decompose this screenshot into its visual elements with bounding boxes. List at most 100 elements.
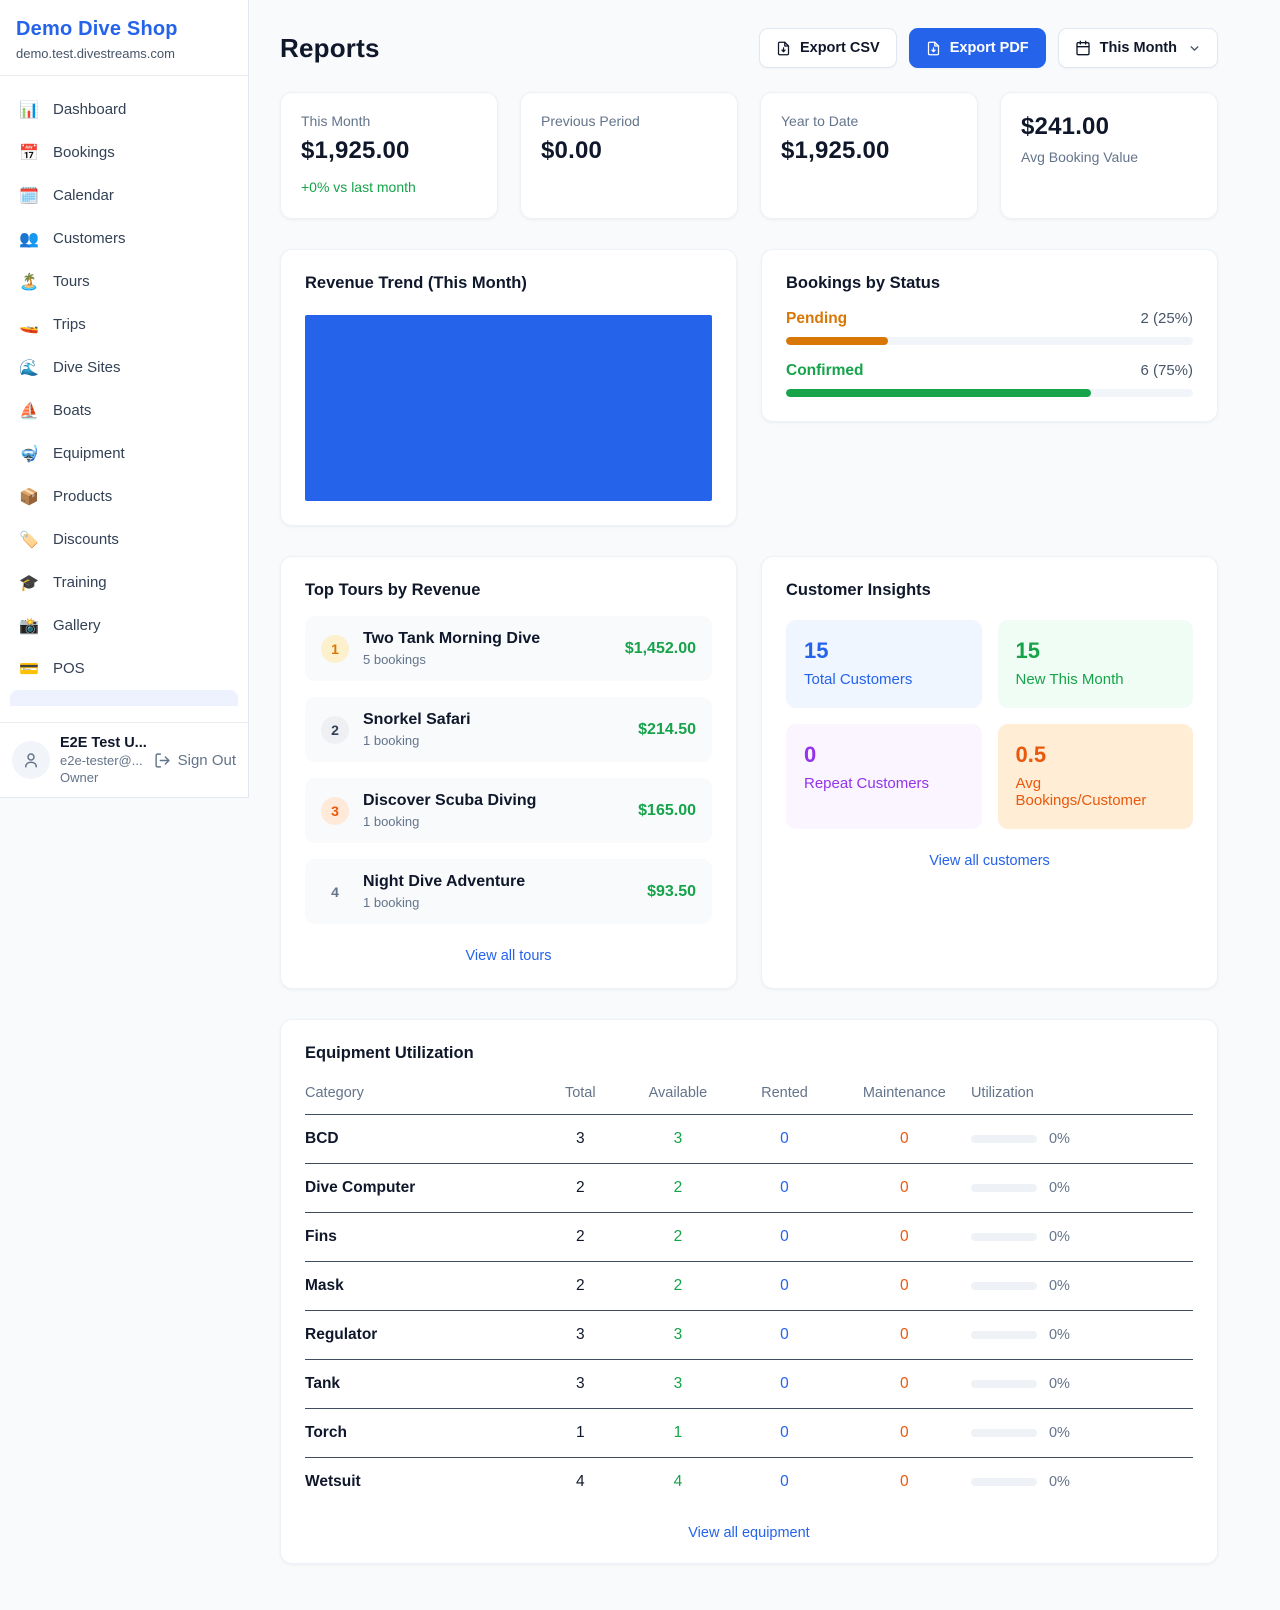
period-select[interactable]: This Month xyxy=(1057,28,1218,68)
cell-total: 3 xyxy=(535,1114,625,1164)
sidebar-item-trips[interactable]: 🚤 Trips xyxy=(8,303,240,346)
cell-category: Wetsuit xyxy=(305,1473,361,1490)
credit-card-icon: 💳 xyxy=(19,660,39,678)
export-csv-button[interactable]: Export CSV xyxy=(758,28,897,68)
cell-maintenance: 0 xyxy=(900,1473,909,1490)
cell-utilization: 0% xyxy=(970,1261,1193,1311)
bar-chart-icon: 📊 xyxy=(19,101,39,119)
sidebar-item-boats[interactable]: ⛵ Boats xyxy=(8,389,240,432)
cell-category: Fins xyxy=(305,1212,536,1262)
utilization-percent: 0% xyxy=(1048,1425,1070,1441)
sidebar-item-equipment[interactable]: 🤿 Equipment xyxy=(8,432,240,475)
people-icon: 👥 xyxy=(19,230,39,248)
tag-icon: 🏷️ xyxy=(19,531,39,549)
charts-row: Revenue Trend (This Month) Bookings by S… xyxy=(280,249,1218,526)
stat-label: Avg Booking Value xyxy=(1021,149,1139,165)
cell-maintenance: 0 xyxy=(837,1310,971,1360)
cell-maintenance: 0 xyxy=(837,1163,971,1213)
cell-total: 2 xyxy=(535,1261,625,1311)
cell-rented: 0 xyxy=(731,1359,838,1409)
col-rented: Rented xyxy=(731,1075,838,1115)
stat-card-year-to-date: Year to Date $1,925.00 xyxy=(760,92,978,219)
cell-maintenance: 0 xyxy=(837,1408,971,1458)
revenue-trend-title: Revenue Trend (This Month) xyxy=(305,274,527,292)
table-row: Dive Computer 2 2 0 0 0% xyxy=(305,1163,1193,1213)
insights-grid: 15 Total Customers 15 New This Month 0 R… xyxy=(786,620,1193,829)
logout-icon xyxy=(155,752,170,768)
cell-category: Regulator xyxy=(305,1310,536,1360)
sailboat-icon: ⛵ xyxy=(19,402,39,420)
sidebar-item-label: Trips xyxy=(53,316,86,333)
sidebar-item-discounts[interactable]: 🏷️ Discounts xyxy=(8,518,240,561)
sidebar-item-dashboard[interactable]: 📊 Dashboard xyxy=(8,88,240,131)
sidebar-item-pos[interactable]: 💳 POS xyxy=(8,647,240,690)
camera-icon: 📸 xyxy=(19,617,39,635)
sign-out-button[interactable]: Sign Out xyxy=(154,752,236,769)
user-name: E2E Test U... xyxy=(60,735,147,751)
sidebar-item-products[interactable]: 📦 Products xyxy=(8,475,240,518)
table-row: Regulator 3 3 0 0 0% xyxy=(305,1310,1193,1360)
cell-category: BCD xyxy=(305,1114,536,1164)
file-download-icon xyxy=(927,41,939,55)
view-all-tours-link[interactable]: View all tours xyxy=(465,948,552,964)
export-csv-label: Export CSV xyxy=(799,40,880,56)
equipment-table: Category Total Available Rented Maintena… xyxy=(305,1075,1193,1501)
sidebar-item-label: Dive Sites xyxy=(53,359,121,376)
insight-label: Total Customers xyxy=(804,671,913,688)
cell-category: Torch xyxy=(305,1408,536,1458)
user-role: Owner xyxy=(60,770,99,785)
sidebar-item-gallery[interactable]: 📸 Gallery xyxy=(8,604,240,647)
table-row: BCD 3 3 0 0 0% xyxy=(305,1114,1193,1164)
tour-row: 1 Two Tank Morning Dive 5 bookings $1,45… xyxy=(305,616,712,681)
cell-available: 3 xyxy=(624,1310,732,1360)
equipment-utilization-card: Equipment Utilization Category Total Ava… xyxy=(280,1019,1218,1564)
sidebar-item-reports-partial[interactable] xyxy=(10,690,238,706)
sidebar-item-tours[interactable]: 🏝️ Tours xyxy=(8,260,240,303)
sidebar-item-training[interactable]: 🎓 Training xyxy=(8,561,240,604)
cell-rented: 0 xyxy=(780,1473,789,1490)
period-select-label: This Month xyxy=(1099,40,1177,56)
view-all-customers-link[interactable]: View all customers xyxy=(929,853,1050,869)
page-header: Reports Export CSV Export PDF This Month xyxy=(280,28,1218,68)
stat-value: $0.00 xyxy=(541,137,603,164)
sidebar-item-calendar[interactable]: 🗓️ Calendar xyxy=(8,174,240,217)
utilization-percent: 0% xyxy=(1048,1229,1070,1245)
sidebar-item-label: Products xyxy=(53,488,113,505)
stat-label: This Month xyxy=(301,113,371,129)
table-row: Torch 1 1 0 0 0% xyxy=(305,1408,1193,1458)
cell-available: 3 xyxy=(624,1359,732,1409)
header-actions: Export CSV Export PDF This Month xyxy=(758,28,1218,68)
cell-utilization: 0% xyxy=(970,1114,1193,1164)
insight-total-customers: 15 Total Customers xyxy=(786,620,982,708)
brand[interactable]: Demo Dive Shop demo.test.divestreams.com xyxy=(0,0,248,76)
utilization-bar-track xyxy=(970,1282,1037,1290)
insight-value: 15 xyxy=(804,638,829,663)
sidebar-item-customers[interactable]: 👥 Customers xyxy=(8,217,240,260)
tour-revenue: $93.50 xyxy=(647,882,696,900)
col-utilization: Utilization xyxy=(970,1075,1193,1115)
top-tours-title: Top Tours by Revenue xyxy=(305,581,481,599)
stats-grid: This Month $1,925.00 +0% vs last month P… xyxy=(280,92,1218,219)
tour-name: Snorkel Safari xyxy=(363,711,471,728)
stat-label: Year to Date xyxy=(781,113,859,129)
sidebar-item-label: Boats xyxy=(53,402,92,419)
export-pdf-button[interactable]: Export PDF xyxy=(908,28,1046,68)
calendar-icon xyxy=(1076,40,1090,56)
cell-maintenance: 0 xyxy=(837,1261,971,1311)
revenue-trend-chart xyxy=(305,315,712,501)
status-value: 6 (75%) xyxy=(1140,362,1193,379)
insight-repeat-customers: 0 Repeat Customers xyxy=(786,724,982,829)
cell-maintenance: 0 xyxy=(837,1114,971,1164)
sidebar-item-dive-sites[interactable]: 🌊 Dive Sites xyxy=(8,346,240,389)
utilization-percent: 0% xyxy=(1048,1278,1070,1294)
tour-name: Two Tank Morning Dive xyxy=(363,630,541,647)
customer-insights-card: Customer Insights 15 Total Customers 15 … xyxy=(761,556,1218,989)
stat-card-previous-period: Previous Period $0.00 xyxy=(520,92,738,219)
main-content: Reports Export CSV Export PDF This Month xyxy=(249,0,1280,1604)
sidebar-item-bookings[interactable]: 📅 Bookings xyxy=(8,131,240,174)
utilization-bar-track xyxy=(970,1478,1037,1486)
package-icon: 📦 xyxy=(19,488,39,506)
bookings-by-status-title: Bookings by Status xyxy=(786,274,941,292)
view-all-equipment-link[interactable]: View all equipment xyxy=(688,1525,810,1541)
brand-name: Demo Dive Shop xyxy=(16,18,178,40)
